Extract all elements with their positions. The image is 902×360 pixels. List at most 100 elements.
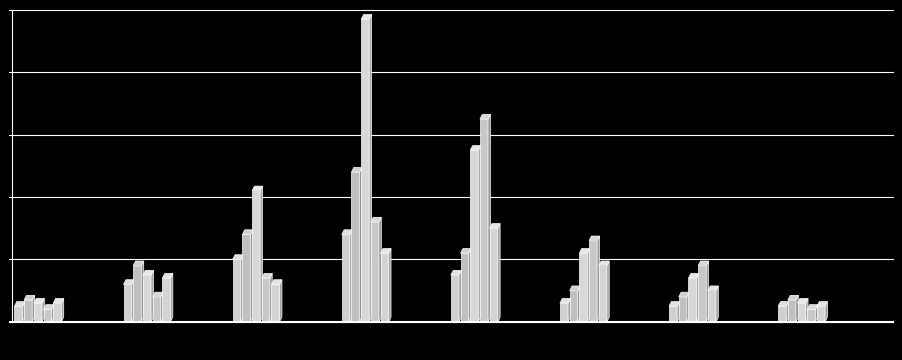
Polygon shape bbox=[170, 274, 172, 322]
Bar bbox=[341, 234, 349, 322]
Polygon shape bbox=[678, 292, 688, 297]
Polygon shape bbox=[124, 280, 133, 284]
Polygon shape bbox=[489, 224, 500, 228]
Polygon shape bbox=[233, 255, 243, 260]
Polygon shape bbox=[676, 302, 679, 322]
Polygon shape bbox=[596, 236, 599, 322]
Polygon shape bbox=[587, 248, 589, 322]
Polygon shape bbox=[695, 274, 698, 322]
Polygon shape bbox=[262, 274, 272, 278]
Bar bbox=[43, 309, 51, 322]
Polygon shape bbox=[479, 114, 490, 119]
Polygon shape bbox=[795, 295, 797, 322]
Bar bbox=[252, 191, 260, 322]
Bar bbox=[450, 275, 458, 322]
Bar bbox=[806, 309, 815, 322]
Polygon shape bbox=[588, 236, 599, 241]
Polygon shape bbox=[715, 286, 717, 322]
Polygon shape bbox=[61, 298, 64, 322]
Polygon shape bbox=[796, 298, 807, 303]
Bar bbox=[14, 306, 23, 322]
Polygon shape bbox=[351, 167, 362, 172]
Polygon shape bbox=[43, 305, 54, 309]
Polygon shape bbox=[161, 292, 163, 322]
Polygon shape bbox=[241, 255, 243, 322]
Polygon shape bbox=[487, 114, 490, 322]
Polygon shape bbox=[786, 302, 787, 322]
Polygon shape bbox=[132, 280, 133, 322]
Polygon shape bbox=[152, 292, 163, 297]
Bar bbox=[697, 266, 705, 322]
Polygon shape bbox=[815, 305, 817, 322]
Polygon shape bbox=[697, 261, 708, 266]
Bar bbox=[598, 266, 606, 322]
Bar bbox=[143, 275, 151, 322]
Polygon shape bbox=[687, 274, 698, 278]
Bar bbox=[361, 19, 369, 322]
Polygon shape bbox=[598, 261, 609, 266]
Polygon shape bbox=[816, 302, 826, 306]
Bar bbox=[371, 222, 379, 322]
Polygon shape bbox=[478, 145, 480, 322]
Polygon shape bbox=[379, 217, 381, 322]
Polygon shape bbox=[151, 270, 153, 322]
Polygon shape bbox=[497, 224, 500, 322]
Polygon shape bbox=[824, 302, 826, 322]
Bar bbox=[262, 278, 270, 322]
Bar bbox=[33, 303, 41, 322]
Polygon shape bbox=[141, 261, 143, 322]
Polygon shape bbox=[359, 167, 362, 322]
Bar bbox=[796, 303, 805, 322]
Bar bbox=[678, 297, 686, 322]
Polygon shape bbox=[371, 217, 381, 222]
Bar bbox=[233, 260, 241, 322]
Polygon shape bbox=[250, 230, 253, 322]
Polygon shape bbox=[41, 298, 44, 322]
Polygon shape bbox=[806, 305, 817, 309]
Bar bbox=[579, 253, 587, 322]
Bar bbox=[489, 228, 497, 322]
Bar bbox=[162, 278, 170, 322]
Polygon shape bbox=[341, 230, 352, 234]
Polygon shape bbox=[272, 280, 281, 284]
Bar bbox=[272, 284, 280, 322]
Polygon shape bbox=[24, 295, 34, 300]
Polygon shape bbox=[143, 270, 153, 275]
Polygon shape bbox=[559, 298, 570, 303]
Polygon shape bbox=[349, 230, 352, 322]
Polygon shape bbox=[470, 145, 480, 150]
Bar bbox=[24, 300, 32, 322]
Polygon shape bbox=[252, 186, 262, 191]
Polygon shape bbox=[14, 302, 25, 306]
Polygon shape bbox=[606, 261, 609, 322]
Polygon shape bbox=[458, 270, 461, 322]
Polygon shape bbox=[361, 14, 372, 19]
Polygon shape bbox=[668, 302, 679, 306]
Polygon shape bbox=[388, 248, 391, 322]
Bar bbox=[53, 303, 61, 322]
Polygon shape bbox=[468, 248, 471, 322]
Polygon shape bbox=[33, 298, 44, 303]
Polygon shape bbox=[686, 292, 688, 322]
Bar bbox=[242, 234, 250, 322]
Bar bbox=[470, 150, 478, 322]
Polygon shape bbox=[579, 248, 589, 253]
Polygon shape bbox=[567, 298, 570, 322]
Bar bbox=[133, 266, 141, 322]
Bar bbox=[687, 278, 695, 322]
Polygon shape bbox=[133, 261, 143, 266]
Bar bbox=[460, 253, 468, 322]
Bar bbox=[479, 119, 487, 322]
Polygon shape bbox=[460, 248, 471, 253]
Bar bbox=[668, 306, 676, 322]
Polygon shape bbox=[23, 302, 25, 322]
Polygon shape bbox=[51, 305, 54, 322]
Bar bbox=[559, 303, 567, 322]
Polygon shape bbox=[53, 298, 64, 303]
Bar bbox=[380, 253, 388, 322]
Polygon shape bbox=[32, 295, 34, 322]
Bar bbox=[816, 306, 824, 322]
Polygon shape bbox=[787, 295, 797, 300]
Bar bbox=[569, 291, 577, 322]
Bar bbox=[787, 300, 795, 322]
